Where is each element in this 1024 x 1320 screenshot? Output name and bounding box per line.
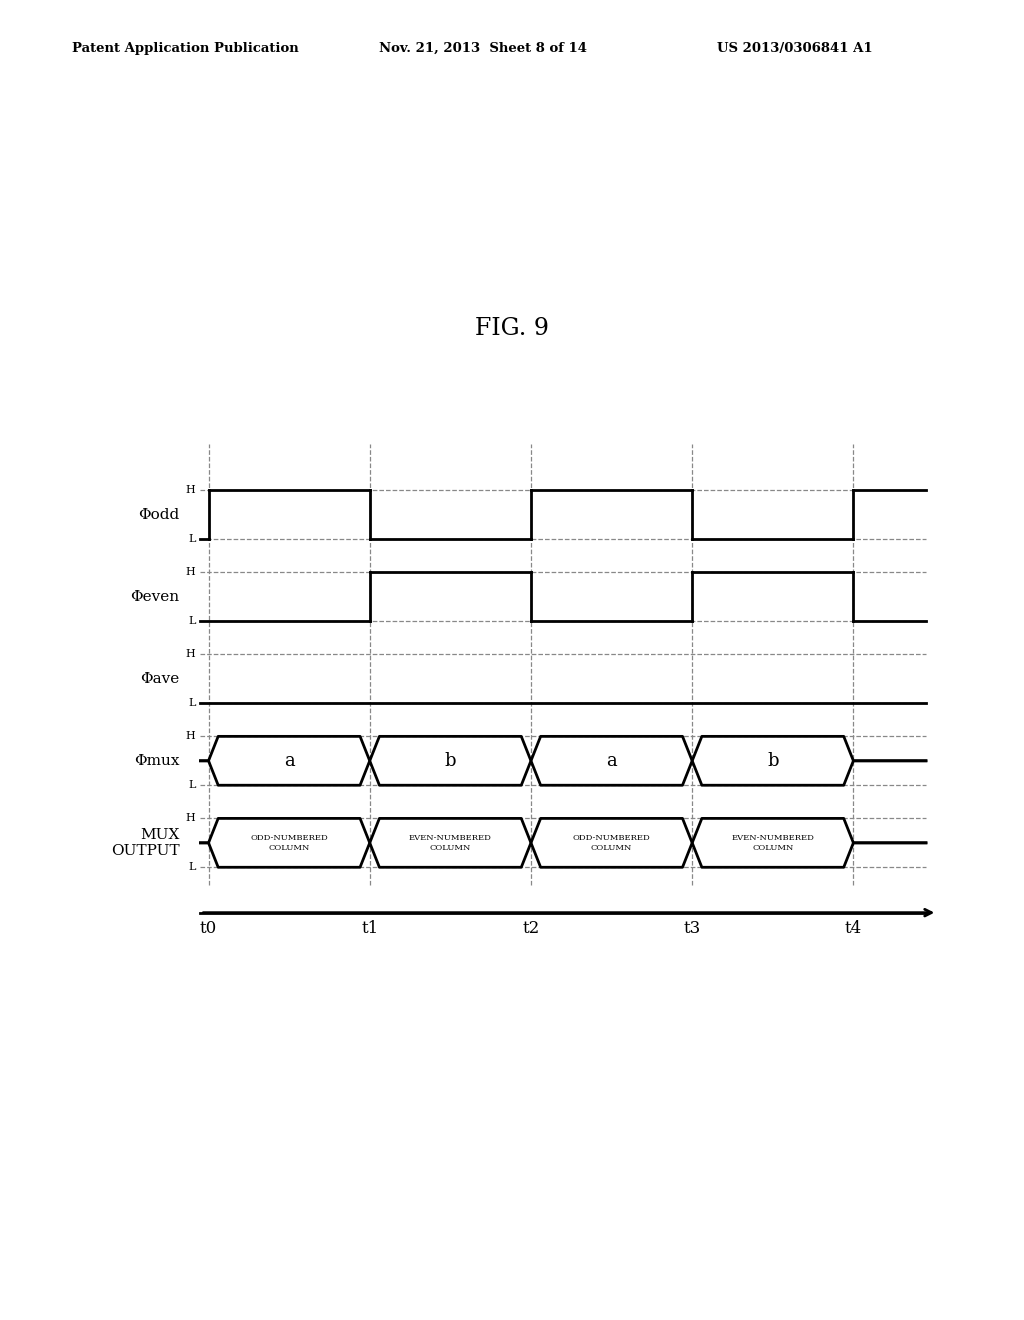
Text: Patent Application Publication: Patent Application Publication [72,42,298,55]
Text: L: L [188,616,196,626]
Text: H: H [185,568,196,577]
Text: b: b [767,752,778,770]
Text: Φodd: Φodd [138,508,179,521]
Text: FIG. 9: FIG. 9 [475,317,549,339]
Text: US 2013/0306841 A1: US 2013/0306841 A1 [717,42,872,55]
Text: t2: t2 [522,920,540,937]
Text: a: a [606,752,616,770]
Text: L: L [188,535,196,544]
Text: a: a [284,752,295,770]
Text: Nov. 21, 2013  Sheet 8 of 14: Nov. 21, 2013 Sheet 8 of 14 [379,42,587,55]
Text: L: L [188,698,196,709]
Text: L: L [188,780,196,791]
Text: b: b [444,752,456,770]
Text: EVEN-NUMBERED
COLUMN: EVEN-NUMBERED COLUMN [409,834,492,851]
Text: ODD-NUMBERED
COLUMN: ODD-NUMBERED COLUMN [572,834,650,851]
Text: t1: t1 [361,920,378,937]
Text: t0: t0 [200,920,217,937]
Text: MUX
OUTPUT: MUX OUTPUT [111,828,179,858]
Text: L: L [188,862,196,873]
Text: ODD-NUMBERED
COLUMN: ODD-NUMBERED COLUMN [250,834,328,851]
Text: t4: t4 [845,920,862,937]
Text: Φeven: Φeven [130,590,179,603]
Text: H: H [185,649,196,659]
Text: Φave: Φave [140,672,179,686]
Text: Φmux: Φmux [134,754,179,768]
Text: EVEN-NUMBERED
COLUMN: EVEN-NUMBERED COLUMN [731,834,814,851]
Text: H: H [185,813,196,824]
Text: H: H [185,731,196,742]
Text: H: H [185,486,196,495]
Text: t3: t3 [684,920,700,937]
